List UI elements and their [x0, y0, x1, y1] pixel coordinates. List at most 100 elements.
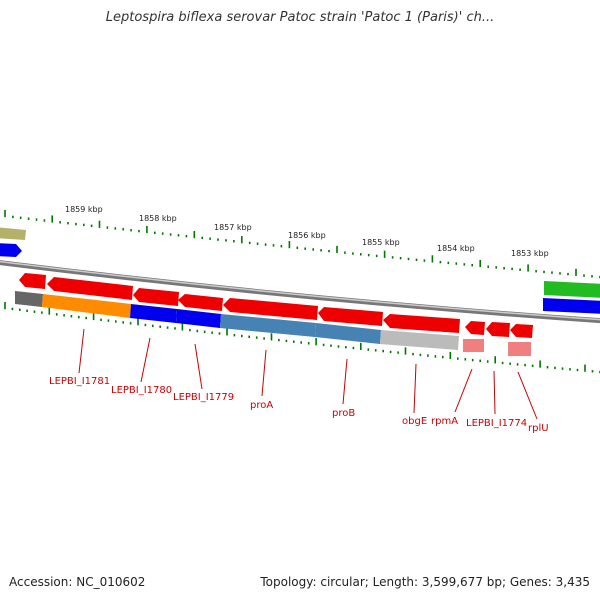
ruler-major-tick	[181, 323, 184, 331]
ruler-minor-tick	[535, 270, 537, 273]
ruler-minor-tick	[114, 227, 117, 230]
cds-bar-steel	[220, 314, 316, 337]
ruler-major-tick	[383, 250, 386, 258]
feature-green	[544, 281, 600, 298]
ruler-major-tick	[360, 342, 362, 350]
ruler-minor-tick	[130, 229, 132, 232]
ruler-major-tick	[193, 231, 196, 239]
ruler-minor-tick	[423, 259, 426, 262]
ruler-major-tick	[98, 220, 101, 228]
ruler-minor-tick	[509, 362, 511, 365]
ruler-minor-tick	[397, 351, 399, 354]
ruler-minor-tick	[280, 245, 283, 248]
ruler-minor-tick	[35, 218, 38, 221]
ruler-minor-tick	[487, 265, 489, 268]
accession-text: Accession: NC_010602	[9, 575, 146, 589]
ruler-major-tick	[575, 268, 577, 276]
ruler-minor-tick	[551, 271, 553, 274]
ruler-minor-tick	[479, 359, 481, 362]
ruler-major-tick	[4, 302, 6, 310]
ruler-minor-tick	[471, 264, 473, 267]
feature-blue-arrow	[0, 243, 22, 257]
ruler-minor-tick	[129, 322, 132, 325]
ruler-minor-tick	[122, 228, 124, 231]
ruler-minor-tick	[19, 308, 21, 311]
gene-arrows	[19, 273, 533, 338]
ruler-minor-tick	[217, 238, 219, 241]
gene-arrow	[465, 321, 485, 335]
ruler-major-tick	[92, 312, 95, 321]
ruler-minor-tick	[464, 358, 467, 361]
ruler-minor-tick	[161, 232, 164, 235]
ruler-minor-tick	[360, 253, 362, 256]
ruler-minor-tick	[63, 314, 65, 317]
ruler-major-tick	[479, 259, 481, 268]
feature-olive	[0, 227, 26, 240]
gene-arrow	[486, 322, 510, 337]
cds-bar-gray	[380, 330, 459, 350]
ruler-minor-tick	[115, 320, 117, 323]
ruler-minor-tick	[83, 223, 85, 227]
ruler-minor-tick	[122, 321, 124, 324]
cds-bars	[15, 291, 531, 356]
ruler-minor-tick	[248, 241, 251, 245]
ruler-minor-tick	[439, 260, 442, 264]
ruler-minor-tick	[75, 222, 77, 226]
ruler-minor-tick	[569, 368, 571, 371]
gene-arrow	[383, 314, 460, 333]
ruler-major-tick	[241, 236, 243, 244]
ruler-minor-tick	[43, 219, 46, 222]
ruler-label: 1855 kbp	[362, 238, 400, 247]
gene-arrow	[510, 324, 533, 338]
ruler-minor-tick	[367, 253, 370, 257]
gene-label: LEPBI_I1781	[49, 376, 110, 387]
ruler-minor-tick	[337, 345, 340, 348]
ruler-minor-tick	[307, 342, 310, 345]
ruler-minor-tick	[561, 367, 564, 370]
ruler-minor-tick	[241, 334, 243, 338]
ruler-minor-tick	[591, 370, 594, 373]
ruler-minor-tick	[233, 240, 235, 243]
gene-arrow	[19, 273, 46, 289]
ruler-minor-tick	[41, 311, 43, 314]
ruler-minor-tick	[576, 368, 579, 372]
ruler-minor-tick	[519, 268, 521, 271]
gene-label: rplU	[528, 423, 549, 434]
gene-arrow	[178, 294, 223, 311]
ruler-minor-tick	[26, 309, 28, 312]
ruler-minor-tick	[367, 348, 370, 351]
ruler-minor-tick	[293, 340, 295, 343]
ruler-minor-tick	[328, 249, 330, 253]
ruler-minor-tick	[225, 239, 227, 242]
ruler-minor-tick	[567, 272, 569, 276]
ruler-label: 1856 kbp	[288, 231, 326, 240]
ruler-minor-tick	[427, 354, 429, 357]
topology-text: Topology: circular; Length: 3,599,677 bp…	[260, 575, 590, 589]
ruler-major-tick	[146, 225, 148, 234]
ruler-labels: 1859 kbp 1858 kbp 1857 kbp 1856 kbp 1855…	[65, 205, 549, 258]
ruler-minor-tick	[85, 316, 87, 320]
ruler-minor-tick	[209, 237, 211, 240]
ruler-minor-tick	[591, 275, 593, 278]
gene-labels: LEPBI_I1781 LEPBI_I1780 LEPBI_I1779 proA…	[49, 376, 549, 434]
ruler-minor-tick	[463, 263, 466, 266]
ruler-minor-tick	[27, 217, 30, 220]
ruler-minor-tick	[442, 355, 444, 359]
ruler-minor-tick	[391, 256, 394, 259]
ruler-major-tick	[4, 210, 6, 218]
gene-label: LEPBI_I1780	[111, 385, 172, 396]
ruler-minor-tick	[152, 324, 154, 328]
ruler-minor-tick	[100, 318, 102, 321]
ruler-minor-tick	[211, 331, 213, 334]
ruler-minor-tick	[70, 315, 73, 318]
ruler-minor-tick	[415, 258, 418, 261]
ruler-major-tick	[270, 333, 273, 341]
ruler-minor-tick	[352, 346, 355, 350]
ruler-minor-tick	[531, 364, 534, 367]
gene-arrow	[47, 277, 133, 300]
ruler-label: 1858 kbp	[139, 214, 177, 223]
ruler-minor-tick	[159, 325, 161, 328]
ruler-minor-tick	[78, 315, 80, 319]
